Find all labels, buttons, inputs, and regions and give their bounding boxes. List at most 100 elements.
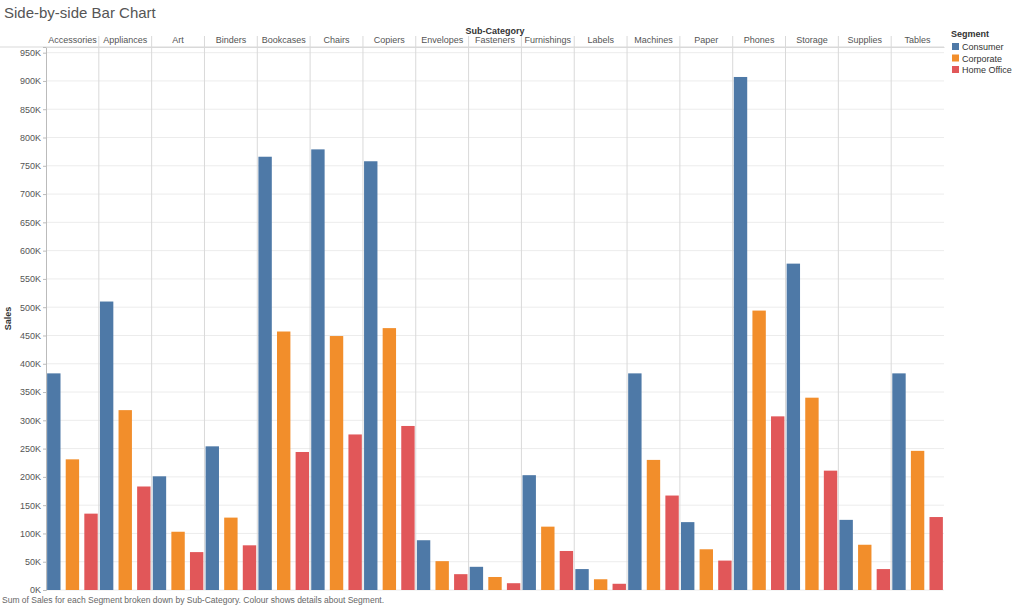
- series: [66, 311, 925, 590]
- y-tick-mark: [43, 364, 46, 365]
- bar: [805, 398, 818, 590]
- chart: Side-by-side Bar Chart0K50K100K150K200K2…: [0, 0, 1024, 606]
- x-tick-label: Bookcases: [262, 35, 307, 45]
- y-tick-label: 450K: [20, 331, 41, 341]
- y-tick-mark: [43, 251, 46, 252]
- x-tick-label: Tables: [905, 35, 932, 45]
- y-tick-label: 750K: [20, 161, 41, 171]
- grid-line: [46, 194, 944, 195]
- x-tick: Bookcases: [262, 35, 307, 47]
- title: Side-by-side Bar Chart: [4, 4, 157, 21]
- bar: [190, 552, 203, 590]
- bar: [137, 486, 150, 590]
- bar: [401, 426, 414, 590]
- x-axis-line: [47, 47, 945, 48]
- y-tick: 550K: [20, 274, 46, 284]
- column-divider: [257, 36, 258, 590]
- bar: [348, 434, 361, 590]
- column-divider: [151, 36, 152, 590]
- y-axis-line: [43, 48, 47, 591]
- y-tick: 200K: [20, 472, 46, 482]
- column-divider: [362, 36, 363, 590]
- bar: [771, 416, 784, 590]
- caption: Sum of Sales for each Segment broken dow…: [2, 595, 384, 605]
- y-tick: 350K: [20, 387, 46, 397]
- y-tick-label: 550K: [20, 274, 41, 284]
- column-divider: [785, 36, 786, 590]
- x-tick-label: Appliances: [103, 35, 148, 45]
- y-tick: 850K: [20, 105, 46, 115]
- column-divider: [679, 36, 680, 590]
- y-tick-mark: [43, 53, 46, 54]
- column-divider: [415, 36, 416, 590]
- header-line: [0, 47, 944, 48]
- y-tick: 50K: [25, 557, 46, 567]
- bar: [330, 336, 343, 590]
- y-tick: 150K: [20, 501, 46, 511]
- y-tick-mark: [43, 420, 46, 421]
- bar: [628, 373, 641, 590]
- column-divider: [574, 36, 575, 590]
- column-dividers: [99, 36, 891, 590]
- x-tick: Art: [172, 35, 184, 47]
- bar: [647, 460, 660, 590]
- x-tick-label: Binders: [216, 35, 247, 45]
- y-tick-label: 500K: [20, 303, 41, 313]
- legend-label: Consumer: [962, 42, 1004, 52]
- x-axis-title: Sub-Category: [465, 26, 524, 36]
- y-tick-label: 650K: [20, 218, 41, 228]
- bar: [47, 373, 60, 590]
- x-tick: Storage: [796, 35, 828, 47]
- y-tick: 900K: [20, 76, 46, 86]
- x-tick-label: Phones: [744, 35, 775, 45]
- bar: [734, 77, 747, 590]
- grid-line: [46, 80, 944, 81]
- bar: [681, 522, 694, 590]
- column-divider: [627, 36, 628, 590]
- x-tick: Paper: [694, 35, 718, 47]
- grid-line: [46, 363, 944, 364]
- x-tick: Supplies: [847, 35, 882, 47]
- grid: [46, 53, 944, 590]
- legend-swatch: [952, 55, 959, 62]
- y-tick-mark: [43, 392, 46, 393]
- bar: [277, 332, 290, 590]
- y-tick-label: 0K: [30, 585, 41, 595]
- bars: [47, 77, 943, 590]
- y-tick-mark: [43, 166, 46, 167]
- bar: [541, 527, 554, 590]
- grid-line: [46, 52, 944, 53]
- column-divider: [891, 36, 892, 590]
- column-divider: [310, 36, 311, 590]
- legend: SegmentConsumerCorporateHome Office: [951, 29, 1012, 75]
- x-tick-label: Paper: [694, 35, 718, 45]
- bar: [84, 514, 97, 590]
- x-tick-label: Storage: [796, 35, 828, 45]
- series: [47, 77, 906, 590]
- bar: [877, 569, 890, 590]
- y-axis-title: Sales: [3, 307, 13, 331]
- legend-swatch: [952, 66, 959, 73]
- column-divider: [468, 36, 469, 590]
- bar: [700, 549, 713, 590]
- x-tick: Envelopes: [421, 35, 464, 47]
- bar: [66, 459, 79, 590]
- column-divider: [732, 36, 733, 590]
- y-tick-mark: [43, 335, 46, 336]
- grid-line: [46, 137, 944, 138]
- y-tick-label: 600K: [20, 246, 41, 256]
- x-tick-label: Furnishings: [525, 35, 572, 45]
- bar: [224, 518, 237, 590]
- legend-title: Segment: [951, 29, 989, 39]
- y-tick-mark: [43, 194, 46, 195]
- column-divider: [521, 36, 522, 590]
- bar: [892, 373, 905, 590]
- x-tick: Phones: [744, 35, 775, 47]
- y-tick-mark: [43, 222, 46, 223]
- y-tick: 450K: [20, 331, 46, 341]
- bar: [206, 446, 219, 590]
- y-tick: 700K: [20, 189, 46, 199]
- bar: [364, 161, 377, 590]
- x-tick: Furnishings: [525, 35, 572, 47]
- y-tick-label: 700K: [20, 189, 41, 199]
